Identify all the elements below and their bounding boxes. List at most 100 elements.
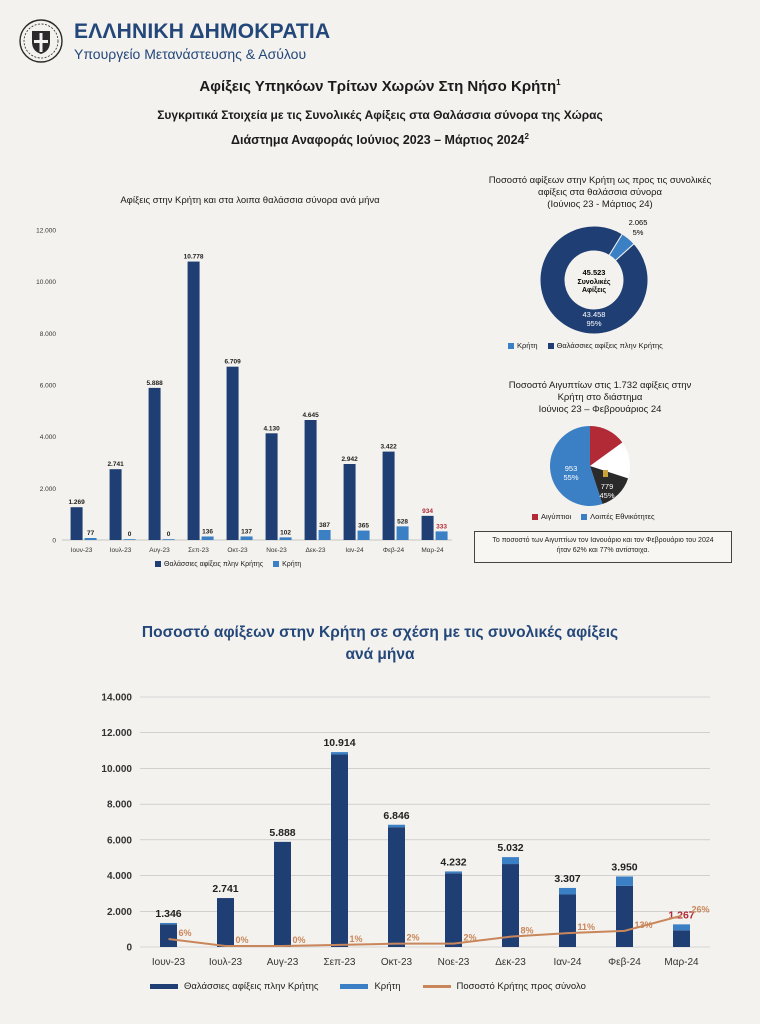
note-box: Το ποσοστό των Αιγυπτίων τον Ιανουάριο κ…: [474, 531, 732, 563]
pie-label-other: 953: [565, 464, 578, 473]
bar-crete: [388, 824, 405, 828]
percent-label: 2%: [407, 933, 420, 943]
bar-crete: [502, 857, 519, 865]
org-name: ΕΛΛΗΝΙΚΗ ΔΗΜΟΚΡΑΤΙΑ: [74, 20, 331, 43]
legend-item-mainland: Θαλάσσιες αφίξεις πλην Κρήτης: [150, 981, 318, 992]
monthly-percentage-chart: 0 2.000 4.000 6.000 8.000 10.000 12.000 14.000 1…: [101, 693, 710, 968]
y-tick-label: 0: [126, 943, 132, 954]
bar-crete: [616, 876, 633, 886]
y-tick-label: 2.000: [40, 486, 57, 493]
greek-emblem-icon: [19, 19, 63, 63]
header: ΕΛΛΗΝΙΚΗ ΔΗΜΟΚΡΑΤΙΑ Υπουργείο Μετανάστευ…: [18, 18, 330, 64]
bar-mainland: [673, 930, 690, 947]
pie-label-egyptians: 779: [601, 482, 614, 491]
chart2-legend: Θαλάσσιες αφίξεις πλην Κρήτης Κρήτη Ποσο…: [150, 981, 586, 992]
bar-mainland: [382, 451, 395, 540]
percent-label: 8%: [521, 926, 534, 936]
legend-item-crete: Κρήτη: [340, 981, 401, 992]
data-label-mainland: 934: [422, 508, 433, 515]
pie-percent-other: 55%: [563, 473, 578, 482]
y-tick-label: 6.000: [107, 835, 132, 846]
x-tick-label: Αυγ-23: [267, 957, 299, 968]
bar-mainland: [265, 433, 278, 540]
bar-mainland: [217, 898, 234, 947]
data-label-mainland: 2.741: [107, 461, 124, 468]
donut-center-label: Συνολικές: [578, 278, 611, 286]
x-tick-label: Δεκ-23: [306, 547, 326, 554]
pie-legend: Αιγύπτιοι Λοιπές Εθνικότητες: [532, 512, 655, 521]
donut-slice-mainland: [539, 225, 649, 335]
x-tick-label: Οκτ-23: [381, 957, 413, 968]
x-tick-label: Οκτ-23: [227, 547, 248, 554]
eagle-icon: [603, 470, 608, 477]
bar-mainland: [160, 924, 177, 947]
pie-slice-other: [550, 426, 603, 506]
bar-mainland: [445, 873, 462, 947]
percent-label: 11%: [578, 922, 596, 932]
donut-percent-mainland: 95%: [586, 319, 601, 328]
donut-center-label: Αφίξεις: [582, 287, 606, 294]
x-tick-label: Ιουλ-23: [209, 957, 243, 968]
data-label-mainland: 6.709: [224, 359, 241, 366]
y-tick-label: 10.000: [36, 279, 56, 286]
data-label-mainland: 4.130: [263, 425, 280, 432]
pie-slice-egyptians-white: [590, 442, 630, 479]
data-label-crete: 102: [280, 529, 291, 536]
bar-mainland: [388, 827, 405, 947]
legend-item-mainland: Θαλάσσιες αφίξεις πλην Κρήτης: [155, 561, 263, 568]
x-tick-label: Ιαν-24: [553, 957, 581, 968]
legend-item-egyptians: Αιγύπτιοι: [532, 512, 571, 521]
x-tick-label: Ιουν-23: [152, 957, 186, 968]
total-label: 2.741: [212, 883, 238, 895]
donut-percent-crete: 5%: [633, 228, 644, 237]
main-title: Αφίξεις Υπηκόων Τρίτων Χωρών Στη Νήσο Κρ…: [199, 78, 561, 95]
chart1-legend: Θαλάσσιες αφίξεις πλην Κρήτης Κρήτη: [155, 561, 301, 568]
bar-crete: [123, 539, 136, 540]
donut-hole: [566, 252, 622, 308]
x-tick-label: Μαρ-24: [664, 957, 699, 968]
period-title: Διάστημα Αναφοράς Ιούνιος 2023 – Μάρτιος…: [231, 132, 529, 148]
percent-label: 2%: [464, 933, 477, 943]
bar-mainland: [559, 894, 576, 947]
chart1-title: Αφίξεις στην Κρήτη και στα λοιπα θαλάσσι…: [120, 195, 380, 206]
data-label-mainland: 10.778: [184, 254, 204, 261]
bar-crete: [445, 871, 462, 874]
x-tick-label: Νοε-23: [438, 957, 470, 968]
x-tick-label: Αυγ-23: [149, 547, 170, 554]
percent-label: 26%: [692, 905, 710, 915]
y-tick-label: 12.000: [101, 728, 132, 739]
percent-label: 6%: [179, 928, 192, 938]
bar-mainland: [187, 261, 200, 540]
bar-mainland: [70, 507, 83, 540]
y-tick-label: 2.000: [107, 907, 132, 918]
x-tick-label: Ιουλ-23: [110, 547, 132, 554]
percent-label: 0%: [236, 935, 249, 945]
monthly-arrivals-chart: 0 2.000 4.000 6.000 8.000 10.000 12.000 1.269 77…: [36, 228, 452, 554]
total-label: 3.950: [611, 861, 637, 873]
bar-mainland: [502, 864, 519, 947]
x-tick-label: Φεβ-24: [383, 547, 405, 554]
bar-mainland: [616, 885, 633, 947]
bar-mainland: [331, 754, 348, 947]
bar-mainland: [274, 841, 291, 947]
bar-mainland: [148, 387, 161, 540]
data-label-crete: 387: [319, 522, 330, 529]
legend-item-percentage: Ποσοστό Κρήτης προς σύνολο: [422, 981, 586, 992]
data-label-mainland: 4.645: [302, 412, 319, 419]
data-label-crete: 365: [358, 523, 369, 530]
x-tick-label: Φεβ-24: [608, 957, 641, 968]
total-label: 3.307: [554, 873, 580, 885]
x-tick-label: Νοε-23: [266, 547, 287, 554]
pie-slice-egyptians-black: [590, 466, 629, 505]
bar-mainland: [304, 420, 317, 540]
data-label-crete: 0: [128, 531, 132, 538]
bar-crete: [162, 539, 175, 540]
x-tick-label: Ιαν-24: [345, 547, 364, 554]
legend-item-crete: Κρήτη: [508, 341, 538, 350]
bar-mainland: [421, 515, 434, 540]
x-tick-label: Σεπ-23: [188, 547, 209, 554]
data-label-crete: 528: [397, 518, 408, 525]
x-tick-label: Ιουν-23: [71, 547, 93, 554]
